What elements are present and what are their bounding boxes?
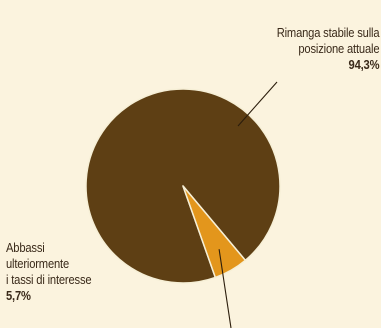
leader-line-stable	[237, 81, 278, 127]
slice-value-lower-rates: 5,7%	[6, 288, 31, 303]
leader-line-lower-rates	[218, 249, 232, 328]
slice-label-stable: Rimanga stabile sulla posizione attuale …	[276, 25, 379, 73]
pie-slices	[85, 88, 281, 284]
slice-label-lower-rates-line-2: ulteriormente	[6, 256, 70, 271]
pie-slice-lower-rates	[182, 185, 247, 279]
slice-label-stable-line-1: Rimanga stabile sulla	[276, 25, 379, 40]
slice-label-lower-rates-line-1: Abbassi	[6, 240, 45, 255]
slice-label-lower-rates: Abbassi ulteriormente i tassi di interes…	[6, 240, 92, 304]
slice-value-stable: 94,3%	[348, 57, 379, 72]
slice-label-lower-rates-line-3: i tassi di interesse	[6, 272, 92, 287]
slice-label-stable-line-2: posizione attuale	[298, 41, 379, 56]
